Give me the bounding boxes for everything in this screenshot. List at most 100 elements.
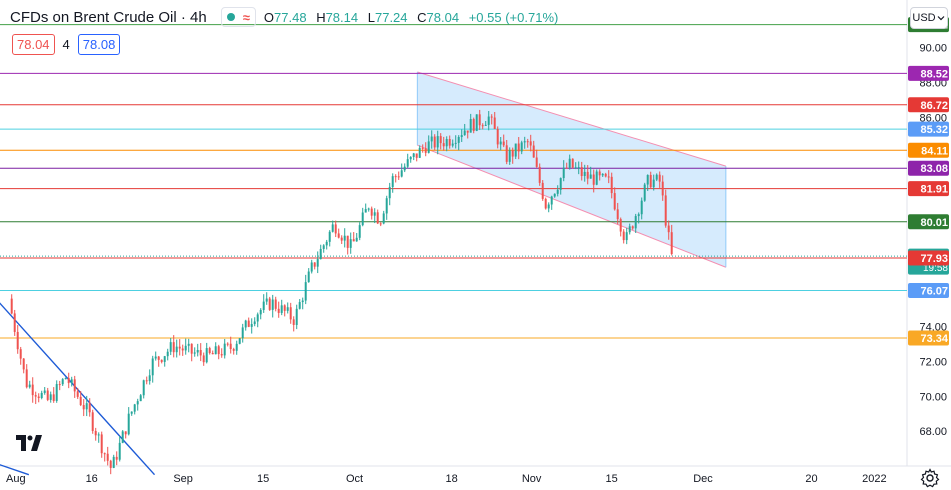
x-tick-label: 15 xyxy=(257,473,269,485)
candle-body xyxy=(460,135,463,138)
candle-body xyxy=(190,343,193,354)
candle-body xyxy=(382,213,385,224)
axis-price-tag-label: 77.93 xyxy=(920,253,948,265)
y-tick-label: 74.00 xyxy=(919,322,947,334)
candle-body xyxy=(367,208,370,210)
candle-body xyxy=(535,157,538,167)
candle-body xyxy=(358,225,361,238)
candle-body xyxy=(559,178,562,190)
candle-body xyxy=(577,167,580,169)
candle-body xyxy=(124,431,127,435)
candle-body xyxy=(508,150,511,162)
candle-body xyxy=(130,411,133,414)
candle-body xyxy=(139,395,142,402)
candle-body xyxy=(529,141,532,146)
bid-button[interactable]: 78.04 xyxy=(12,34,55,55)
candle-body xyxy=(388,186,391,199)
candle-body xyxy=(289,307,292,320)
symbol-title[interactable]: CFDs on Brent Crude Oil · 4h xyxy=(10,8,207,26)
candle-body xyxy=(628,226,631,233)
candle-body xyxy=(511,150,514,157)
candle-body xyxy=(19,349,22,359)
candle-body xyxy=(40,392,43,398)
candle-body xyxy=(526,141,529,143)
channel-fill[interactable] xyxy=(417,71,726,268)
candle-body xyxy=(253,321,256,325)
y-tick-label: 68.00 xyxy=(919,426,947,438)
candle-body xyxy=(250,324,253,327)
candle-body xyxy=(52,394,55,401)
candle-body xyxy=(232,349,235,351)
candle-body xyxy=(91,412,94,431)
candle-body xyxy=(385,198,388,214)
candle-body xyxy=(94,430,97,436)
axis-price-tag xyxy=(908,160,949,176)
candle-body xyxy=(409,156,412,160)
candle-body xyxy=(211,352,214,355)
axis-price-tag-label: 86.72 xyxy=(920,100,948,112)
candle-body xyxy=(373,212,376,216)
candle-body xyxy=(631,226,634,229)
axis-price-tag xyxy=(908,214,949,230)
candle-body xyxy=(235,343,238,351)
candle-body xyxy=(502,141,505,146)
candle-body xyxy=(268,298,271,310)
candle-body xyxy=(448,139,451,146)
candle-body xyxy=(622,231,625,241)
candle-body xyxy=(421,147,424,149)
axis-price-tag-label: 85.32 xyxy=(920,124,948,136)
candle-body xyxy=(298,302,301,309)
candle-body xyxy=(514,143,517,157)
candle-body xyxy=(538,166,541,183)
channel-lower-line[interactable] xyxy=(417,144,727,268)
status-dot-icon xyxy=(226,13,235,21)
candle-body xyxy=(106,453,109,461)
currency-selector[interactable]: USD xyxy=(910,7,948,29)
axis-price-tag-label: 76.07 xyxy=(920,285,948,297)
candle-body xyxy=(331,224,334,232)
candle-body xyxy=(550,196,553,205)
candle-body xyxy=(403,166,406,171)
candle-body xyxy=(187,343,190,346)
candle-body xyxy=(328,231,331,242)
candle-body xyxy=(283,305,286,311)
candle-body xyxy=(505,145,508,162)
ask-button[interactable]: 78.08 xyxy=(77,34,121,55)
candle-body xyxy=(262,301,265,310)
close-value: 78.04 xyxy=(426,9,460,25)
candle-body xyxy=(346,235,349,248)
candle-body xyxy=(109,460,112,468)
x-tick-label: Aug xyxy=(6,473,26,485)
downtrend-line-lower[interactable] xyxy=(0,459,30,476)
candle-body xyxy=(169,342,172,352)
candle-body xyxy=(580,167,583,177)
candle-body xyxy=(103,453,106,455)
candle-body xyxy=(112,456,115,468)
candle-body xyxy=(193,352,196,354)
candle-body xyxy=(247,320,250,327)
y-tick-label: 72.00 xyxy=(919,356,947,368)
axis-price-tag-label: 83.08 xyxy=(920,163,948,175)
candle-body xyxy=(424,148,427,153)
candle-body xyxy=(640,200,643,215)
candle-body xyxy=(154,356,157,359)
candle-body xyxy=(196,350,199,353)
candle-body xyxy=(616,209,619,220)
candle-body xyxy=(34,395,37,397)
candle-body xyxy=(637,214,640,217)
candle-body xyxy=(433,136,436,148)
candle-body xyxy=(478,114,481,126)
tradingview-logo-icon[interactable] xyxy=(12,430,46,456)
candle-body xyxy=(595,171,598,185)
candle-body xyxy=(10,298,13,314)
candle-body xyxy=(172,342,175,353)
candle-body xyxy=(340,237,343,241)
candle-body xyxy=(613,193,616,210)
candle-body xyxy=(43,390,46,393)
axis-price-tag-label: 73.34 xyxy=(920,333,948,345)
gear-icon[interactable] xyxy=(920,468,940,488)
header-status-icons[interactable]: ≈ xyxy=(220,7,256,27)
candle-body xyxy=(142,380,145,396)
